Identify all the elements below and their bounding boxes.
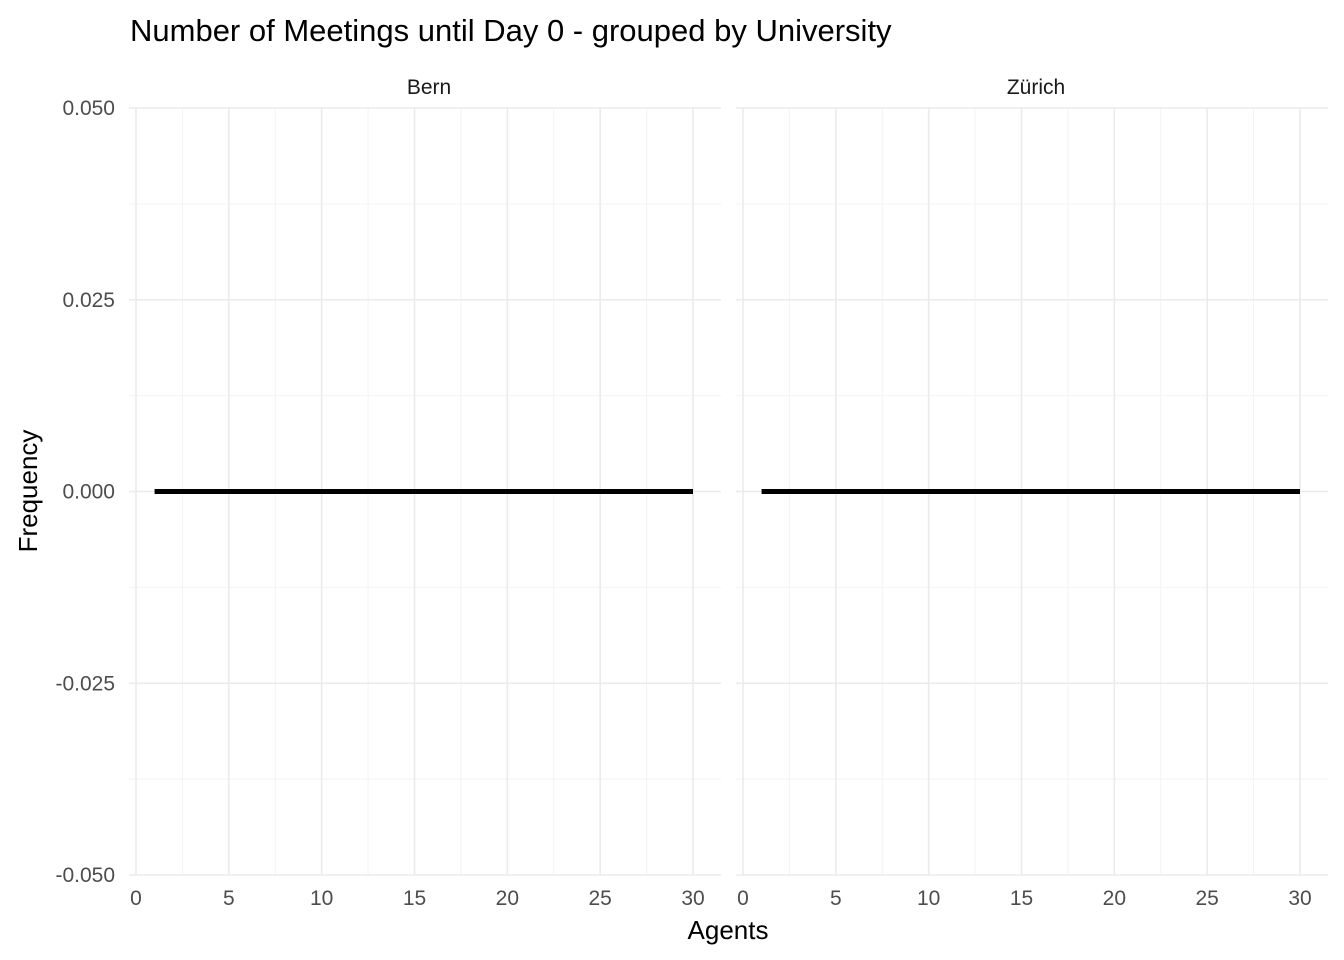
y-axis-title: Frequency (13, 430, 43, 553)
x-tick-label: 15 (403, 887, 426, 910)
x-tick-label: 20 (496, 887, 519, 910)
facet-strip-label: Zürich (1007, 76, 1065, 99)
y-tick-label: -0.025 (55, 672, 115, 695)
facet-strip-label: Bern (407, 76, 451, 99)
x-axis-title: Agents (688, 915, 769, 945)
x-tick-label: 30 (681, 887, 704, 910)
x-tick-label: 0 (130, 887, 142, 910)
x-tick-label: 25 (1195, 887, 1218, 910)
x-tick-label: 30 (1288, 887, 1311, 910)
y-tick-label: -0.050 (55, 864, 115, 887)
y-axis-ticks: -0.050 -0.025 0.000 0.025 0.050 (55, 97, 115, 887)
x-tick-label: 25 (588, 887, 611, 910)
y-tick-label: 0.000 (62, 481, 115, 504)
x-tick-label: 5 (223, 887, 235, 910)
y-tick-label: 0.025 (62, 289, 115, 312)
x-tick-label: 10 (310, 887, 333, 910)
x-tick-label: 20 (1103, 887, 1126, 910)
facet-panel: Zürich 0 5 10 15 20 25 30 (736, 76, 1328, 910)
facet-panel: Bern 0 5 10 15 20 25 30 (129, 76, 721, 910)
facet-panels: Bern 0 5 10 15 20 25 30 Zürich 0 5 10 15 20 25 30 (129, 76, 1328, 910)
x-tick-label: 5 (830, 887, 842, 910)
x-tick-label: 0 (737, 887, 749, 910)
chart-title: Number of Meetings until Day 0 - grouped… (130, 13, 892, 48)
y-tick-label: 0.050 (62, 97, 115, 120)
x-tick-label: 15 (1010, 887, 1033, 910)
x-tick-label: 10 (917, 887, 940, 910)
